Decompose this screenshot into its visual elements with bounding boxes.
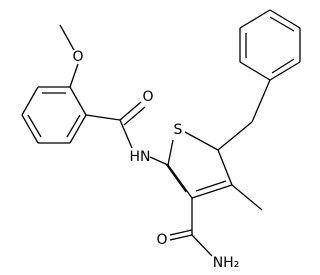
atom-label: O — [72, 49, 83, 65]
atom-label: O — [156, 232, 167, 248]
molecule-diagram: O O S HN O NH₂ — [21, 9, 301, 271]
bonds — [21, 9, 301, 257]
atom-label: NH₂ — [213, 255, 240, 271]
atom-label: HN — [130, 149, 151, 165]
atom-label: S — [174, 122, 183, 138]
atom-label: O — [142, 89, 153, 105]
